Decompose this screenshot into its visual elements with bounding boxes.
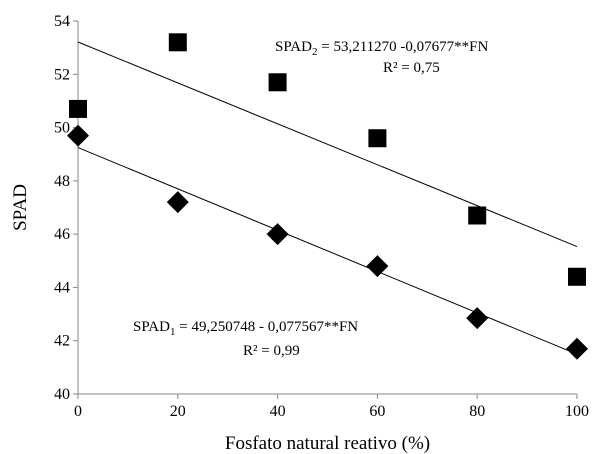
x-axis-title: Fosfato natural reativo (%): [225, 433, 430, 454]
trendline-series-1: [77, 41, 578, 248]
y-tick-label: 48: [54, 173, 70, 190]
trendlines: [77, 41, 578, 355]
equation-spad1-formula: SPAD1 = 49,250748 - 0,077567**FN: [133, 319, 358, 338]
data-point-square: [268, 73, 287, 92]
x-tick-label: 100: [565, 403, 589, 420]
data-point-square: [468, 206, 487, 225]
tick-marks: [73, 20, 578, 399]
equation-spad1: SPAD1 = 49,250748 - 0,077567**FN R² = 0,…: [133, 319, 358, 359]
equation-spad2-subscript: 2: [312, 46, 318, 58]
y-tick-label: 46: [54, 226, 70, 243]
data-point-diamond: [566, 337, 588, 360]
equation-spad1-subscript: 1: [170, 326, 176, 338]
equation-spad1-r2: R² = 0,99: [243, 343, 300, 359]
data-points: [67, 33, 588, 360]
data-point-diamond: [266, 223, 289, 246]
y-tick-label: 50: [54, 120, 70, 137]
data-point-diamond: [466, 307, 489, 330]
y-tick-label: 54: [54, 13, 70, 30]
data-point-square: [568, 267, 586, 286]
y-tick-label: 42: [54, 333, 70, 350]
data-point-square: [168, 33, 187, 52]
equation-spad2-rhs: = 53,211270 -0,07677**FN: [317, 39, 488, 55]
y-tick-label: 44: [54, 279, 70, 296]
x-tick-label: 60: [369, 403, 385, 420]
x-tick-label: 80: [469, 403, 485, 420]
x-tick-label: 20: [170, 403, 186, 420]
equation-spad2-lhs: SPAD: [275, 39, 312, 55]
equation-spad1-lhs: SPAD: [133, 319, 170, 335]
x-tick-label: 0: [74, 403, 82, 420]
x-tick-label: 40: [270, 403, 286, 420]
tick-labels: 40 42 44 46 48 50 52 54 0 20 40 60 80 100: [54, 13, 589, 420]
y-tick-label: 52: [54, 66, 70, 83]
equation-spad1-rhs: = 49,250748 - 0,077567**FN: [175, 319, 358, 335]
equation-spad2-r2: R² = 0,75: [383, 60, 440, 76]
data-point-diamond: [166, 191, 189, 214]
data-point-diamond: [67, 124, 89, 147]
trendline-series-2: [77, 147, 578, 355]
data-point-square: [69, 99, 87, 118]
y-tick-label: 40: [54, 386, 70, 403]
equation-spad2: SPAD2 = 53,211270 -0,07677**FN R² = 0,75: [275, 39, 488, 76]
y-axis-title: SPAD: [10, 184, 31, 231]
axes: [77, 21, 577, 395]
equation-spad2-formula: SPAD2 = 53,211270 -0,07677**FN: [275, 39, 488, 58]
data-point-diamond: [366, 255, 389, 278]
data-point-square: [368, 129, 387, 148]
